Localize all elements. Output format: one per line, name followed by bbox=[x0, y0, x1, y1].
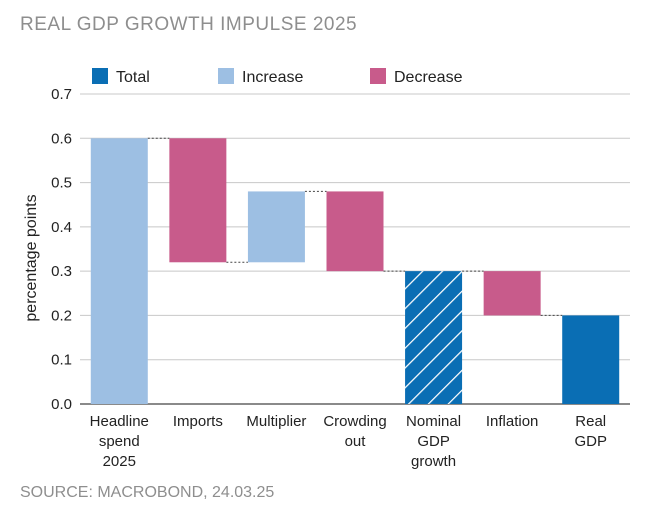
chart-title: REAL GDP GROWTH IMPULSE 2025 bbox=[20, 14, 358, 35]
legend-label-increase: Increase bbox=[242, 69, 303, 86]
bar-multiplier bbox=[247, 191, 305, 263]
y-tick-label: 0.0 bbox=[51, 396, 72, 413]
y-tick-label: 0.6 bbox=[51, 130, 72, 147]
x-axis-labels: Headline spend 2025 Imports Multiplier Crowdi… bbox=[90, 413, 607, 470]
y-tick-label: 0.3 bbox=[51, 263, 72, 280]
x-category-label: Imports bbox=[173, 413, 223, 430]
legend-swatch-increase bbox=[218, 68, 234, 84]
y-tick-label: 0.5 bbox=[51, 175, 72, 192]
y-tick-label: 0.4 bbox=[51, 219, 72, 236]
y-tick-label: 0.2 bbox=[51, 307, 72, 324]
bar-inflation bbox=[483, 271, 541, 316]
x-category-label: Headline spend 2025 bbox=[90, 413, 149, 470]
legend-label-decrease: Decrease bbox=[394, 69, 463, 86]
x-category-label: Nominal GDP growth bbox=[406, 413, 461, 470]
bar-headline-spend-2025 bbox=[90, 138, 148, 405]
y-axis-label: percentage points bbox=[23, 194, 40, 321]
bar-nominal-gdp-growth bbox=[405, 271, 463, 404]
source-note: SOURCE: MACROBOND, 24.03.25 bbox=[20, 484, 275, 501]
y-tick-label: 0.7 bbox=[51, 86, 72, 103]
bar-crowding-out bbox=[326, 191, 384, 272]
legend-label-total: Total bbox=[116, 69, 150, 86]
bars bbox=[90, 138, 620, 405]
bar-real-gdp bbox=[562, 315, 620, 404]
bar-imports bbox=[169, 138, 227, 263]
x-category-label: Inflation bbox=[486, 413, 539, 430]
legend: Total Increase Decrease bbox=[92, 68, 463, 86]
y-axis-ticks: 0.0 0.1 0.2 0.3 0.4 0.5 0.6 0.7 bbox=[51, 86, 72, 413]
legend-swatch-decrease bbox=[370, 68, 386, 84]
x-category-label: Real GDP bbox=[574, 413, 607, 450]
legend-swatch-total bbox=[92, 68, 108, 84]
x-category-label: Multiplier bbox=[246, 413, 306, 430]
y-tick-label: 0.1 bbox=[51, 352, 72, 369]
connector-lines bbox=[147, 137, 563, 316]
x-category-label: Crowding out bbox=[323, 413, 386, 450]
